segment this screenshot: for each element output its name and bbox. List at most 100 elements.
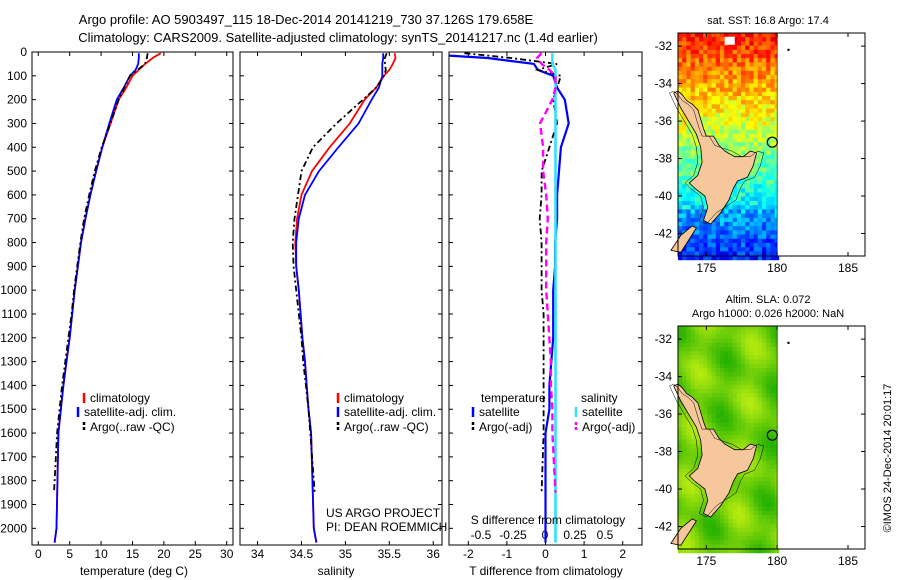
sst-cell [749, 33, 754, 38]
sst-cell [699, 58, 704, 63]
sst-cell [757, 49, 763, 55]
sla-cell [690, 510, 696, 516]
sla-cell [699, 393, 704, 398]
sst-cell [703, 37, 708, 42]
sla-cell [762, 355, 767, 360]
sla-cell [720, 355, 725, 360]
sla-cell [749, 485, 754, 491]
sla-cell [766, 338, 771, 344]
sst-cell [686, 87, 691, 93]
sla-cell [686, 426, 691, 432]
sla-cell [724, 510, 729, 516]
sst-cell [770, 75, 775, 80]
sla-cell [690, 460, 696, 465]
sla-cell [699, 510, 704, 516]
sst-cell [707, 230, 712, 235]
sst-cell [753, 79, 759, 84]
sst-cell [690, 205, 696, 210]
sla-cell [686, 376, 691, 381]
sla-cell [699, 389, 704, 394]
sla-cell [732, 536, 738, 541]
sst-cell [741, 58, 746, 63]
sst-cell [732, 33, 738, 38]
sst-cell [732, 117, 738, 122]
sla-cell [728, 405, 733, 411]
sst-cell [690, 251, 696, 256]
sla-cell [678, 485, 683, 491]
sst-cell [686, 201, 691, 206]
sst-cell [762, 62, 767, 67]
sst-cell [741, 54, 746, 59]
sst-cell [770, 247, 775, 252]
sla-cell [678, 452, 683, 457]
sla-cell [736, 548, 742, 554]
sla-cell [732, 439, 738, 444]
sla-cell [762, 401, 767, 407]
sst-cell [728, 142, 733, 147]
sst-cell [741, 62, 746, 67]
sla-cell [711, 363, 717, 369]
sla-cell [741, 422, 746, 428]
sst-cell [770, 213, 775, 219]
sst-cell [753, 159, 759, 164]
sst-cell [745, 196, 750, 202]
sst-cell [678, 201, 683, 206]
sla-cell [736, 384, 742, 390]
sla-cell [757, 351, 763, 356]
sla-cell [728, 498, 733, 503]
sst-cell [766, 33, 771, 38]
sst-cell [694, 79, 700, 84]
sst-cell [762, 108, 767, 114]
sst-cell [686, 54, 691, 59]
sla-cell [715, 363, 721, 369]
sla-cell [745, 544, 750, 549]
sst-cell [749, 66, 754, 72]
sla-cell [694, 510, 700, 516]
sst-cell [762, 251, 767, 256]
sla-cell [762, 342, 767, 348]
sst-cell [686, 121, 691, 126]
sla-cell [686, 515, 691, 520]
sst-cell [728, 54, 733, 59]
sst-cell [724, 108, 729, 114]
sla-cell [766, 376, 771, 381]
sla-cell [745, 548, 750, 554]
sst-cell [732, 100, 738, 105]
sst-cell [757, 171, 763, 177]
sla-cell [728, 414, 733, 419]
temperature-xtick-label: 0 [35, 547, 42, 561]
sst-cell [678, 222, 683, 227]
sla-cell [745, 334, 750, 339]
sla-cell [682, 426, 687, 432]
sst-cell [757, 167, 763, 172]
sst-cell [682, 33, 687, 38]
sst-cell [715, 87, 721, 93]
sla-cell [753, 506, 759, 512]
sla-cell [741, 485, 746, 491]
sla-cell [745, 531, 750, 537]
sla-cell [711, 368, 717, 373]
sla-cell [686, 326, 691, 331]
sla-cell [707, 351, 712, 356]
sla-cell [770, 330, 775, 335]
sst-cell [741, 222, 746, 227]
sla-cell [749, 498, 754, 503]
sla-cell [736, 401, 742, 407]
sla-cell [757, 368, 763, 373]
sst-cell [753, 33, 759, 38]
sst-cell [741, 83, 746, 88]
sst-cell [694, 138, 700, 143]
sla-cell [720, 384, 725, 390]
sst-cell [728, 196, 733, 202]
sst-cell [707, 96, 712, 101]
sst-cell [690, 91, 696, 97]
sla-cell [703, 544, 708, 549]
sst-cell [694, 41, 700, 46]
sst-cell [694, 167, 700, 172]
sla-cell [741, 326, 746, 331]
sst-cell [699, 213, 704, 219]
sst-cell [728, 205, 733, 210]
sst-cell [749, 171, 754, 177]
sst-cell [762, 255, 767, 261]
sst-cell [753, 222, 759, 227]
